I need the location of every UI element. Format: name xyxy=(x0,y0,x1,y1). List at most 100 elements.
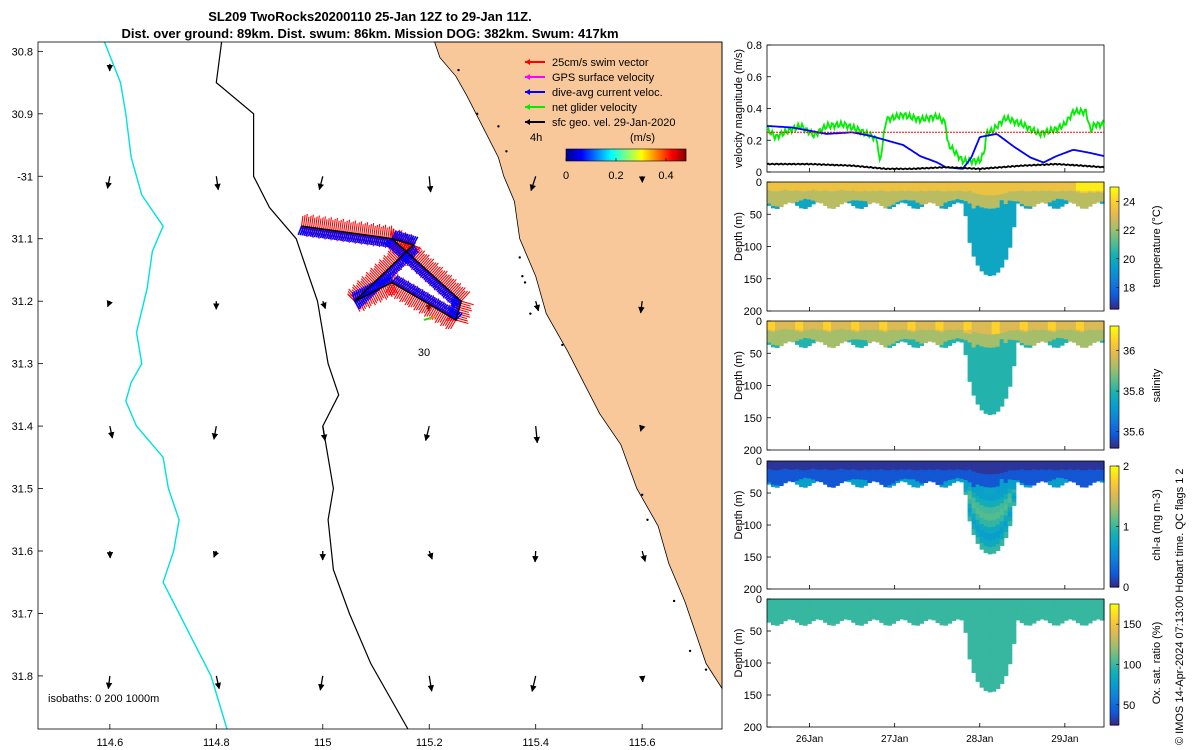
section-cell xyxy=(775,474,780,477)
section-cell xyxy=(1035,194,1041,197)
section-cell xyxy=(827,606,832,609)
section-cell xyxy=(983,386,989,395)
section-cell xyxy=(1071,200,1077,203)
section-cell xyxy=(967,346,973,352)
section-cell xyxy=(1023,475,1029,479)
section-cell xyxy=(1051,341,1057,344)
section-cell xyxy=(843,326,848,329)
section-cell xyxy=(791,461,796,464)
section-cell xyxy=(935,474,941,477)
current-vector xyxy=(393,276,401,285)
section-cell xyxy=(1083,328,1089,331)
section-cell xyxy=(811,185,816,188)
section-cell xyxy=(799,200,804,203)
section-cell xyxy=(1019,329,1025,332)
section-cell xyxy=(775,341,780,345)
section-cell xyxy=(1007,362,1013,369)
section-cell xyxy=(967,359,973,365)
section-cell xyxy=(795,480,800,484)
section-cell xyxy=(943,337,949,341)
colorbar-cell xyxy=(1110,270,1119,273)
section-cell xyxy=(947,201,953,204)
section-cell xyxy=(847,607,852,610)
island-dot xyxy=(704,668,708,671)
section-cell xyxy=(895,185,900,188)
section-cell xyxy=(1059,200,1065,204)
section-cell xyxy=(1071,201,1077,204)
section-cell xyxy=(943,479,949,483)
section-cell xyxy=(1099,198,1105,201)
section-cell xyxy=(887,336,892,339)
section-cell xyxy=(859,461,864,464)
section-cell xyxy=(1079,321,1085,324)
section-cell xyxy=(1071,340,1077,343)
section-cell xyxy=(923,474,929,477)
section-cell xyxy=(911,200,917,203)
section-cell xyxy=(1007,358,1013,364)
swim-vector xyxy=(385,227,388,238)
section-cell xyxy=(915,324,921,328)
section-cell xyxy=(975,326,981,334)
section-cell xyxy=(847,474,852,477)
section-cell xyxy=(1075,339,1081,343)
section-cell xyxy=(811,471,816,474)
section-cell xyxy=(815,478,820,481)
section-cell xyxy=(1011,188,1017,193)
section-cell xyxy=(939,191,945,194)
section-cell xyxy=(775,336,780,339)
section-cell xyxy=(939,321,945,324)
section-cell xyxy=(1059,467,1065,471)
section-cell xyxy=(959,337,965,340)
section-cell xyxy=(791,600,796,603)
section-cell xyxy=(835,461,840,464)
section-cell xyxy=(839,331,844,334)
map-colorbar-tick-label: 0 xyxy=(563,170,569,182)
section-cell xyxy=(827,332,832,335)
section-cell xyxy=(983,500,989,508)
section-cell xyxy=(1015,327,1021,330)
swim-vector xyxy=(351,221,354,234)
section-cell xyxy=(847,340,852,343)
section-cell xyxy=(867,333,872,336)
section-cell xyxy=(911,343,917,346)
section-cell xyxy=(907,339,913,342)
section-cell xyxy=(1039,479,1045,482)
section-cell xyxy=(871,194,876,197)
section-cell xyxy=(971,182,977,188)
section-cell xyxy=(823,334,828,337)
section-cell xyxy=(1011,182,1017,186)
section-cell xyxy=(975,321,981,328)
section-cell xyxy=(1059,324,1065,327)
section-cell xyxy=(963,203,969,207)
section-cell xyxy=(1027,335,1033,339)
section-cell xyxy=(1031,322,1037,326)
section-cell xyxy=(835,609,840,612)
section-cell xyxy=(839,324,844,327)
section-cell xyxy=(951,334,957,337)
current-vector xyxy=(408,235,415,245)
island-dot xyxy=(457,68,460,72)
section-cell xyxy=(1015,336,1021,339)
section-cell xyxy=(1091,476,1097,479)
section-cell xyxy=(839,599,844,602)
section-cell xyxy=(1047,339,1053,342)
section-cell xyxy=(855,477,860,480)
section-cell xyxy=(1051,473,1057,477)
section-cell xyxy=(779,182,784,185)
section-cell xyxy=(1019,182,1025,185)
section-cell xyxy=(783,602,788,605)
sfc-geo-arrow xyxy=(426,176,434,193)
colorbar-cell xyxy=(1110,197,1119,200)
section-cell xyxy=(999,479,1005,486)
section-cell xyxy=(767,599,772,602)
section-cell xyxy=(931,477,937,480)
section-cell xyxy=(1031,481,1037,484)
section-cell xyxy=(843,600,848,603)
section-cell xyxy=(871,329,876,332)
section-cell xyxy=(815,192,820,195)
section-cell xyxy=(835,201,840,204)
section-cell xyxy=(919,464,925,467)
section-cell xyxy=(1031,472,1037,476)
section-cell xyxy=(795,334,800,337)
island-dot xyxy=(505,150,508,153)
